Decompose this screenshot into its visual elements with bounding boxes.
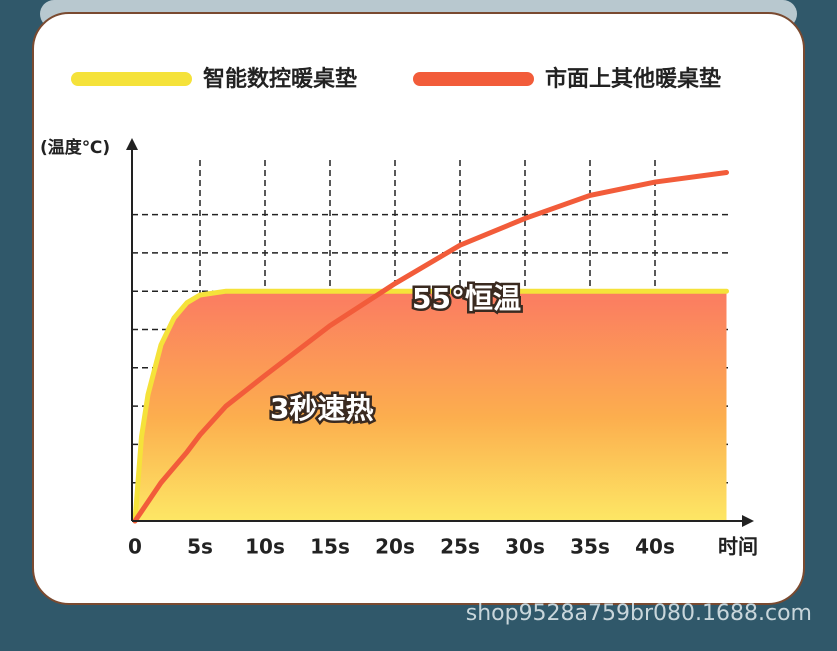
- watermark: shop9528a759br080.1688.com: [466, 601, 812, 626]
- x-tick-label: 30s: [505, 535, 545, 559]
- x-axis-label: 时间: [718, 535, 758, 559]
- legend-label: 市面上其他暖桌垫: [545, 66, 721, 92]
- x-tick-label: 15s: [310, 535, 350, 559]
- x-tick-label: 25s: [440, 535, 480, 559]
- legend-label: 智能数控暖桌垫: [203, 66, 357, 92]
- x-tick-label: 5s: [187, 535, 213, 559]
- y-axis-label: (温度℃): [40, 137, 110, 158]
- y-axis-arrow: [126, 138, 138, 150]
- x-tick-label: 35s: [570, 535, 610, 559]
- x-tick-label: 0: [128, 535, 142, 559]
- area: [135, 291, 727, 521]
- x-axis-arrow: [742, 515, 754, 527]
- annotation: 3秒速热: [270, 392, 373, 425]
- line: [132, 169, 729, 524]
- annotation: 55°恒温: [412, 282, 521, 315]
- line: [132, 288, 729, 524]
- x-tick-label: 20s: [375, 535, 415, 559]
- x-tick-label: 40s: [635, 535, 675, 559]
- x-tick-label: 10s: [245, 535, 285, 559]
